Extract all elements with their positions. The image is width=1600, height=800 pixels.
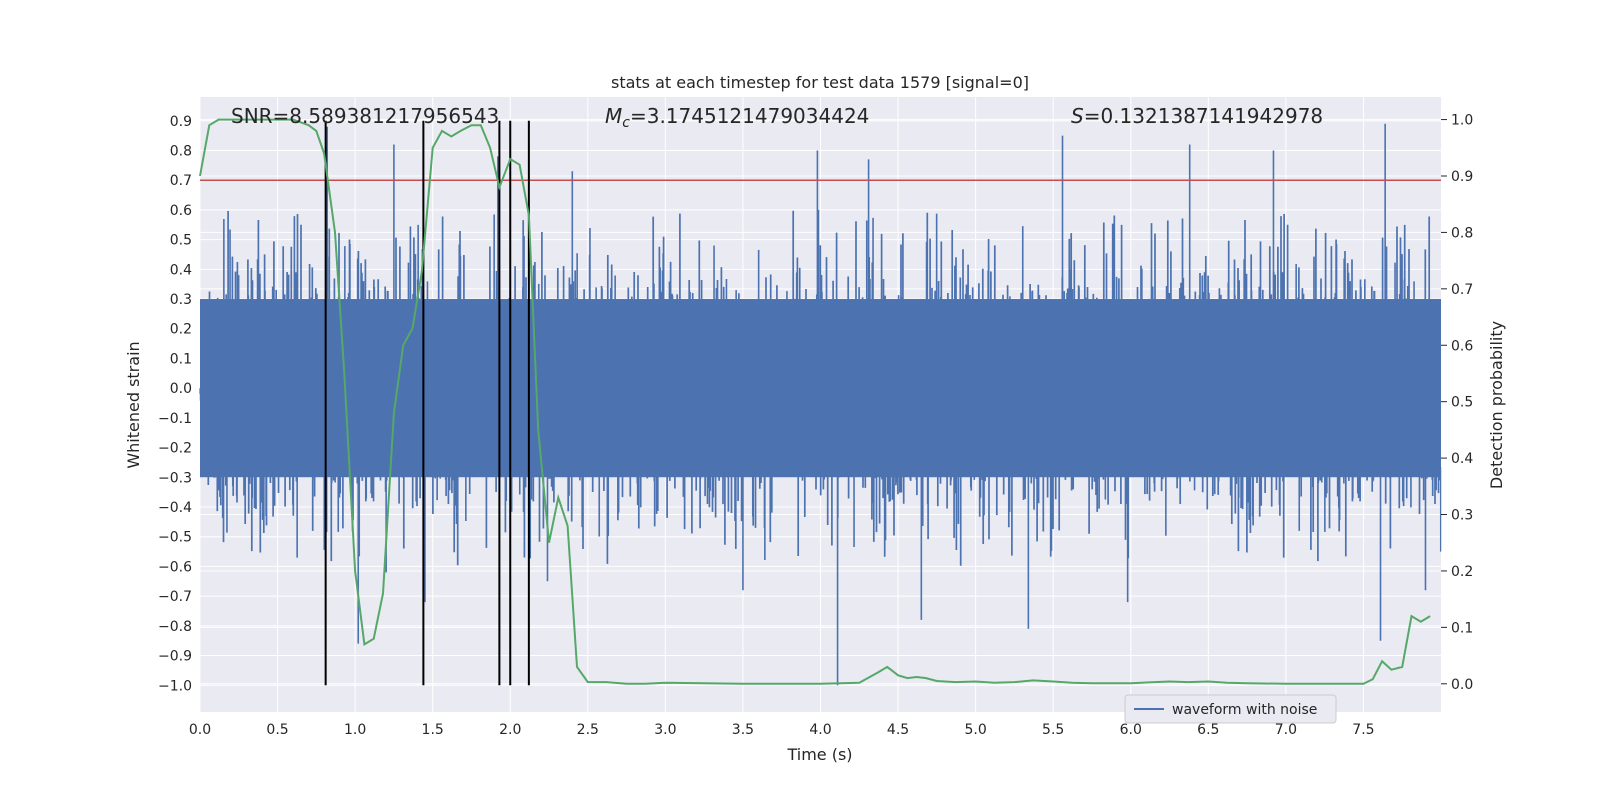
y-left-tick-label: −0.1 <box>158 411 192 427</box>
y-right-tick-label: 0.2 <box>1451 564 1473 580</box>
x-tick-label: 7.5 <box>1352 722 1374 738</box>
s-value: =0.1321387141942978 <box>1084 104 1323 128</box>
y-left-tick-label: −0.5 <box>158 530 192 546</box>
x-tick-label: 4.0 <box>809 722 831 738</box>
x-tick-label: 3.5 <box>732 722 754 738</box>
y-left-tick-label: 0.9 <box>170 114 192 130</box>
x-tick-label: 5.5 <box>1042 722 1064 738</box>
y-left-tick-label: −0.3 <box>158 470 192 486</box>
y-left-tick-label: 0.4 <box>170 262 192 278</box>
y-right-tick-label: 0.1 <box>1451 620 1473 636</box>
x-tick-label: 1.0 <box>344 722 366 738</box>
detection-probability-line <box>199 118 1431 685</box>
y-right-tick-label: 0.6 <box>1451 338 1473 354</box>
chirp-mass-value: =3.1745121479034424 <box>630 104 869 128</box>
y-left-tick-label: 0.7 <box>170 173 192 189</box>
legend: waveform with noise <box>1124 694 1337 724</box>
y-left-tick-label: 0.1 <box>170 351 192 367</box>
s-symbol: S <box>1071 104 1084 128</box>
chirp-mass-subscript: c <box>622 115 630 131</box>
legend-box <box>1124 694 1337 724</box>
y-left-tick-label: 0.5 <box>170 233 192 249</box>
y-right-ticks: 1.0 0.9 0.8 0.7 0.6 0.5 0.4 0.3 0.2 0.1 0.0 <box>1441 113 1473 693</box>
y-left-tick-label: 0.2 <box>170 322 192 338</box>
y-right-tick-label: 0.5 <box>1451 395 1473 411</box>
snr-stat: SNR=8.589381217956543 <box>231 104 499 128</box>
y-right-axis-label: Detection probability <box>1487 321 1506 489</box>
y-left-tick-label: 0.0 <box>170 381 192 397</box>
x-tick-label: 5.0 <box>964 722 986 738</box>
y-left-tick-label: −1.0 <box>158 678 192 694</box>
s-stat: S=0.1321387141942978 <box>1071 104 1323 128</box>
y-left-tick-label: −0.6 <box>158 559 192 575</box>
y-left-axis-label: Whitened strain <box>124 341 143 468</box>
y-right-tick-label: 0.4 <box>1451 451 1473 467</box>
x-tick-label: 2.5 <box>577 722 599 738</box>
y-left-tick-label: 0.6 <box>170 203 192 219</box>
chirp-mass-symbol: M <box>605 104 622 128</box>
chart-title: stats at each timestep for test data 157… <box>611 73 1029 92</box>
y-right-tick-label: 0.9 <box>1451 169 1473 185</box>
y-right-tick-label: 0.0 <box>1451 677 1473 693</box>
waveform-series <box>199 123 1442 686</box>
y-right-tick-label: 0.8 <box>1451 225 1473 241</box>
x-tick-label: 6.0 <box>1120 722 1142 738</box>
y-left-tick-label: −0.4 <box>158 500 192 516</box>
chirp-mass-stat: Mc=3.1745121479034424 <box>605 104 869 131</box>
x-tick-label: 7.0 <box>1275 722 1297 738</box>
x-tick-label: 6.5 <box>1197 722 1219 738</box>
vertical-markers <box>324 120 530 686</box>
y-left-tick-label: 0.3 <box>170 292 192 308</box>
y-left-tick-label: −0.7 <box>158 589 192 605</box>
y-left-tick-label: −0.2 <box>158 441 192 457</box>
y-right-tick-label: 0.7 <box>1451 282 1473 298</box>
x-tick-label: 4.5 <box>887 722 909 738</box>
y-left-tick-label: −0.9 <box>158 649 192 665</box>
y-right-tick-label: 0.3 <box>1451 508 1473 524</box>
y-right-tick-label: 1.0 <box>1451 113 1473 129</box>
x-ticks: 0.0 0.5 1.0 1.5 2.0 2.5 3.0 3.5 4.0 4.5 5.0 5.5 6.0 6… <box>189 722 1375 738</box>
y-left-tick-label: 0.8 <box>170 143 192 159</box>
x-tick-label: 1.5 <box>422 722 444 738</box>
y-left-tick-label: −0.8 <box>158 619 192 635</box>
x-tick-label: 3.0 <box>654 722 676 738</box>
legend-entry-waveform: waveform with noise <box>1172 702 1317 718</box>
y-left-ticks: 0.9 0.8 0.7 0.6 0.5 0.4 0.3 0.2 0.1 0.0 −0.1 −0.2 −0… <box>158 114 192 694</box>
x-tick-label: 0.0 <box>189 722 211 738</box>
x-tick-label: 0.5 <box>266 722 288 738</box>
waveform-dense-band <box>200 299 1441 478</box>
x-axis-label: Time (s) <box>786 745 852 764</box>
x-tick-label: 2.0 <box>499 722 521 738</box>
